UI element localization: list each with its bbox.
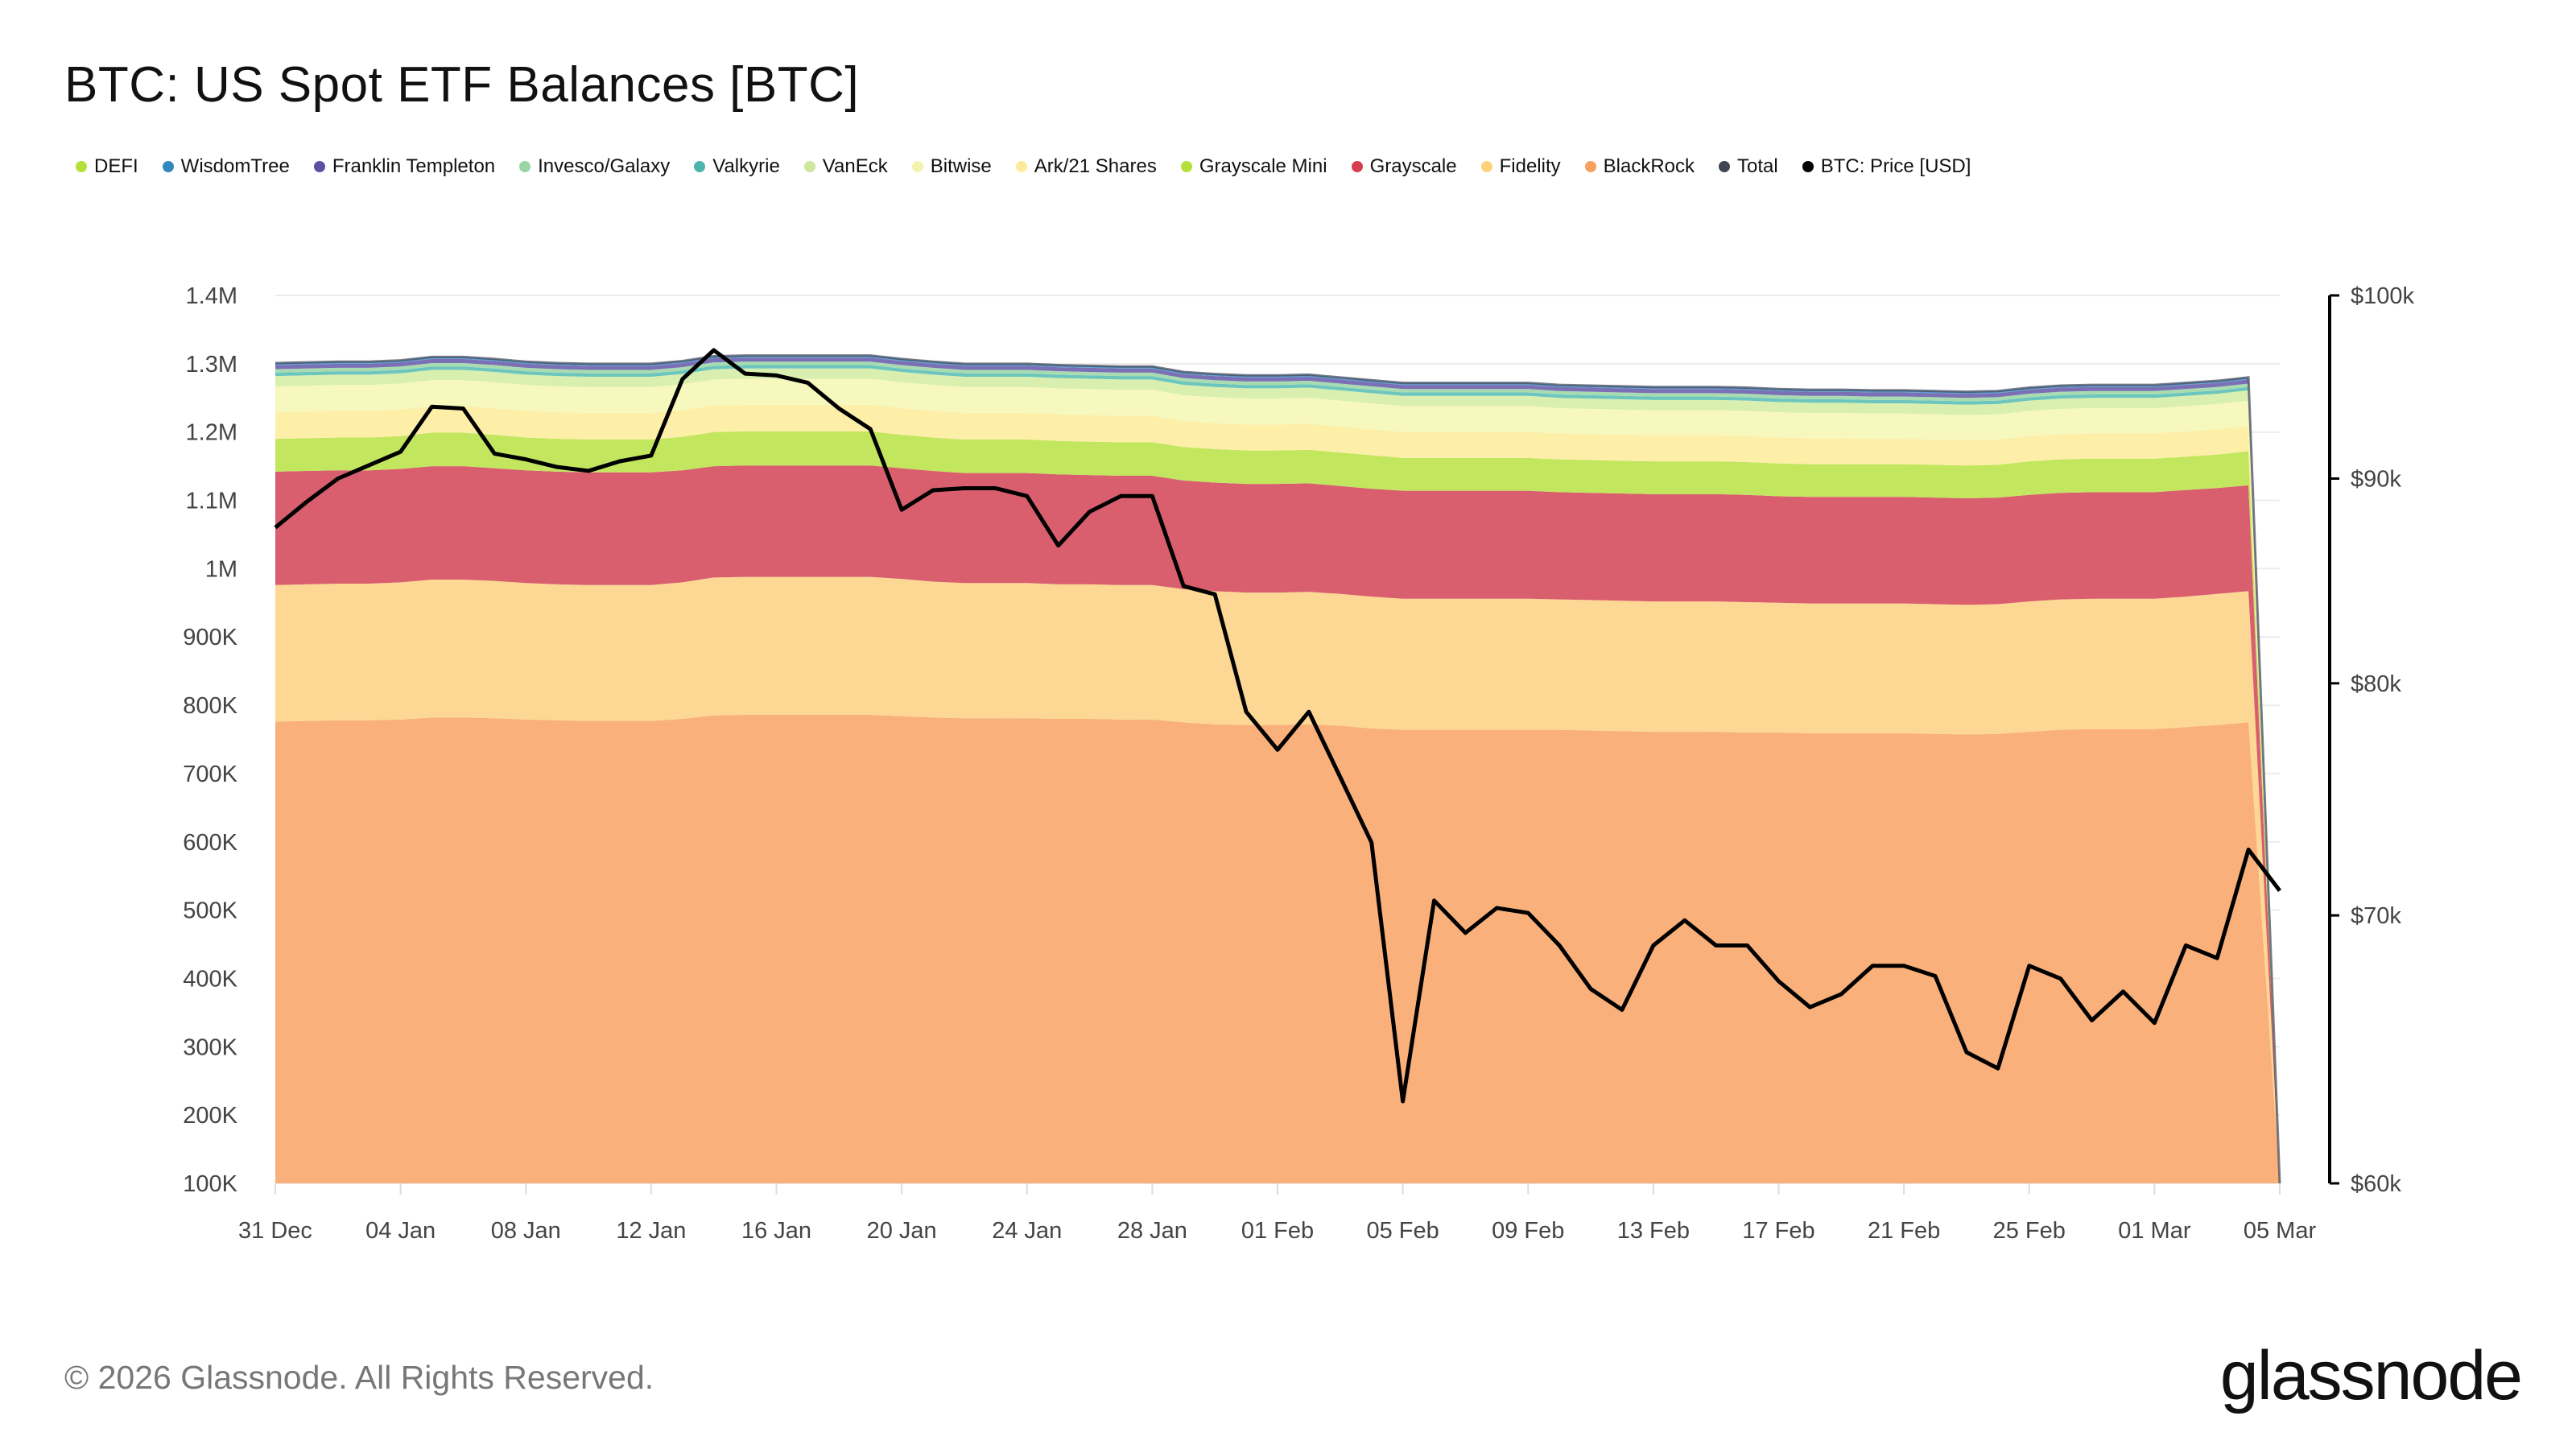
plot-area	[275, 354, 2281, 1183]
x-tick-label: 28 Jan	[1117, 1218, 1187, 1244]
x-tick-label: 05 Mar	[2244, 1218, 2317, 1244]
legend-dot-icon	[1719, 161, 1731, 172]
x-tick-label: 12 Jan	[616, 1218, 686, 1244]
legend-dot-icon	[911, 161, 923, 172]
total-line	[275, 354, 2281, 1183]
legend-item[interactable]: BlackRock	[1584, 155, 1695, 178]
y-left-tick-label: 400K	[183, 966, 237, 992]
legend-dot-icon	[313, 161, 325, 172]
y-right-tick-label: $90k	[2351, 466, 2401, 492]
legend-item[interactable]: DEFI	[76, 155, 138, 178]
x-tick-label: 01 Mar	[2118, 1218, 2191, 1244]
legend-item[interactable]: VanEck	[803, 155, 888, 178]
y-left-tick-label: 200K	[183, 1103, 237, 1129]
legend-dot-icon	[1351, 161, 1363, 172]
legend-item[interactable]: Bitwise	[911, 155, 992, 178]
area-grayscale	[275, 465, 2280, 1183]
x-tick-label: 01 Feb	[1241, 1218, 1314, 1244]
legend-dot-icon	[1584, 161, 1596, 172]
legend-label: WisdomTree	[180, 155, 290, 177]
legend-item[interactable]: Total	[1719, 155, 1778, 178]
y-left-tick-label: 100K	[183, 1171, 237, 1197]
price-line	[274, 348, 2281, 1104]
y-left-tick-label: 300K	[183, 1034, 237, 1060]
y-right-tick-label: $60k	[2351, 1171, 2401, 1197]
legend: DEFI WisdomTree Franklin Templeton Invesco/…	[76, 155, 1995, 178]
legend-item[interactable]: Invesco/Galaxy	[519, 155, 670, 178]
glassnode-logo: glassnode	[2219, 1337, 2523, 1414]
x-tick-label: 08 Jan	[491, 1218, 561, 1244]
legend-dot-icon	[803, 161, 815, 172]
x-tick-label: 13 Feb	[1617, 1218, 1690, 1244]
legend-dot-icon	[1180, 161, 1192, 172]
legend-item[interactable]: BTC: Price [USD]	[1802, 155, 1971, 178]
legend-item[interactable]: Grayscale	[1351, 155, 1457, 178]
y-left-tick-label: 500K	[183, 898, 237, 924]
legend-dot-icon	[519, 161, 531, 172]
legend-label: Invesco/Galaxy	[538, 155, 671, 177]
y-left-tick-label: 1M	[205, 556, 237, 582]
x-tick-label: 25 Feb	[1993, 1218, 2066, 1244]
legend-dot-icon	[1480, 161, 1492, 172]
legend-dot-icon	[162, 161, 174, 172]
x-tick-label: 31 Dec	[238, 1218, 312, 1244]
copyright: © 2026 Glassnode. All Rights Reserved.	[64, 1359, 654, 1396]
legend-label: Bitwise	[930, 155, 992, 177]
x-tick-label: 16 Jan	[741, 1218, 811, 1244]
legend-label: BTC: Price [USD]	[1820, 155, 1971, 177]
legend-item[interactable]: Ark/21 Shares	[1015, 155, 1157, 178]
y-left-tick-label: 1.1M	[186, 489, 237, 514]
legend-label: Grayscale	[1369, 155, 1457, 177]
area-blackrock	[275, 714, 2280, 1183]
legend-label: Valkyrie	[712, 155, 780, 177]
legend-dot-icon	[694, 161, 706, 172]
x-tick-label: 09 Feb	[1492, 1218, 1564, 1244]
y-right-tick-label: $100k	[2351, 283, 2415, 309]
x-tick-label: 17 Feb	[1742, 1218, 1814, 1244]
y-left-tick-label: 1.4M	[186, 283, 237, 309]
legend-dot-icon	[1802, 161, 1814, 172]
legend-dot-icon	[76, 161, 87, 172]
legend-dot-icon	[1015, 161, 1027, 172]
chart-title: BTC: US Spot ETF Balances [BTC]	[64, 57, 860, 113]
legend-label: Total	[1737, 155, 1778, 177]
legend-item[interactable]: Fidelity	[1480, 155, 1561, 178]
x-tick-label: 05 Feb	[1366, 1218, 1439, 1244]
y-right-tick-label: $70k	[2351, 903, 2401, 929]
legend-label: DEFI	[94, 155, 138, 177]
y-left-tick-label: 700K	[183, 762, 237, 787]
legend-item[interactable]: WisdomTree	[162, 155, 290, 178]
legend-item[interactable]: Grayscale Mini	[1180, 155, 1327, 178]
y-left-tick-label: 800K	[183, 693, 237, 719]
y-left-tick-label: 600K	[183, 830, 237, 856]
legend-label: Franklin Templeton	[332, 155, 496, 177]
area-fidelity	[275, 576, 2280, 1183]
y-left-tick-label: 900K	[183, 625, 237, 650]
legend-label: BlackRock	[1603, 155, 1695, 177]
legend-label: VanEck	[822, 155, 888, 177]
y-left-tick-label: 1.2M	[186, 420, 237, 446]
legend-label: Grayscale Mini	[1199, 155, 1327, 177]
legend-label: Ark/21 Shares	[1034, 155, 1157, 177]
legend-item[interactable]: Valkyrie	[694, 155, 780, 178]
x-tick-label: 04 Jan	[365, 1218, 436, 1244]
x-tick-label: 24 Jan	[992, 1218, 1062, 1244]
x-tick-label: 20 Jan	[867, 1218, 937, 1244]
y-right-tick-label: $80k	[2351, 671, 2401, 697]
y-left-tick-label: 1.3M	[186, 352, 237, 378]
legend-item[interactable]: Franklin Templeton	[313, 155, 496, 178]
legend-label: Fidelity	[1499, 155, 1561, 177]
x-tick-label: 21 Feb	[1868, 1218, 1940, 1244]
